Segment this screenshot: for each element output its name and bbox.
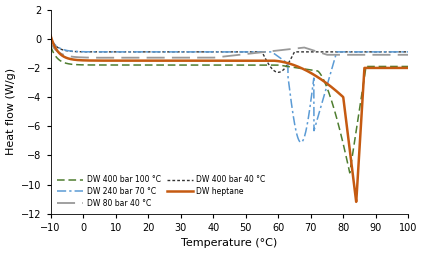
DW 80 bar 40 °C	[222, 55, 227, 58]
DW 400 bar 100 °C	[48, 44, 53, 47]
DW heptane	[222, 59, 227, 62]
DW 400 bar 100 °C	[330, 101, 335, 104]
DW 400 bar 40 °C	[406, 50, 411, 53]
DW heptane	[396, 66, 401, 69]
DW 80 bar 40 °C	[330, 53, 335, 56]
DW 240 bar 70 °C	[222, 50, 227, 53]
DW 400 bar 40 °C	[396, 50, 401, 53]
DW heptane	[212, 59, 217, 62]
X-axis label: Temperature (°C): Temperature (°C)	[181, 239, 277, 248]
DW 240 bar 70 °C	[48, 37, 53, 40]
DW 400 bar 40 °C	[66, 50, 71, 53]
DW 240 bar 70 °C	[212, 50, 217, 53]
Line: DW 400 bar 100 °C: DW 400 bar 100 °C	[51, 46, 408, 173]
DW 80 bar 40 °C	[91, 56, 96, 59]
DW 240 bar 70 °C	[406, 50, 411, 53]
DW 400 bar 40 °C	[330, 50, 335, 53]
DW 80 bar 40 °C	[396, 53, 401, 56]
DW 400 bar 100 °C	[347, 171, 352, 174]
DW 400 bar 100 °C	[212, 64, 217, 67]
DW 400 bar 100 °C	[222, 64, 227, 67]
DW 400 bar 100 °C	[396, 65, 401, 68]
DW 400 bar 40 °C	[48, 37, 53, 40]
DW heptane	[396, 66, 401, 69]
DW 80 bar 40 °C	[213, 56, 218, 59]
DW heptane	[66, 57, 71, 60]
DW 80 bar 40 °C	[66, 55, 71, 58]
DW 400 bar 100 °C	[66, 62, 71, 65]
DW 240 bar 70 °C	[66, 49, 71, 52]
Legend: DW 400 bar 100 °C, DW 240 bar 70 °C, DW 80 bar 40 °C, DW 400 bar 40 °C, DW hepta: DW 400 bar 100 °C, DW 240 bar 70 °C, DW …	[55, 173, 268, 210]
DW 80 bar 40 °C	[406, 53, 411, 56]
DW 400 bar 40 °C	[222, 50, 227, 53]
DW 240 bar 70 °C	[396, 50, 401, 53]
DW 400 bar 100 °C	[396, 65, 401, 68]
DW 400 bar 40 °C	[212, 50, 217, 53]
Y-axis label: Heat flow (W/g): Heat flow (W/g)	[5, 68, 16, 155]
DW heptane	[48, 34, 53, 37]
Line: DW 80 bar 40 °C: DW 80 bar 40 °C	[51, 43, 408, 58]
Line: DW heptane: DW heptane	[51, 36, 408, 202]
DW 80 bar 40 °C	[48, 42, 53, 45]
DW heptane	[354, 200, 359, 203]
DW 400 bar 100 °C	[406, 65, 411, 68]
DW 240 bar 70 °C	[298, 141, 303, 144]
DW 400 bar 40 °C	[396, 50, 401, 53]
DW 240 bar 70 °C	[396, 50, 401, 53]
DW heptane	[330, 86, 335, 89]
DW heptane	[406, 66, 411, 69]
Line: DW 400 bar 40 °C: DW 400 bar 40 °C	[51, 39, 408, 72]
Line: DW 240 bar 70 °C: DW 240 bar 70 °C	[51, 39, 408, 142]
DW 80 bar 40 °C	[396, 53, 401, 56]
DW 240 bar 70 °C	[330, 65, 335, 68]
DW 400 bar 40 °C	[276, 71, 281, 74]
